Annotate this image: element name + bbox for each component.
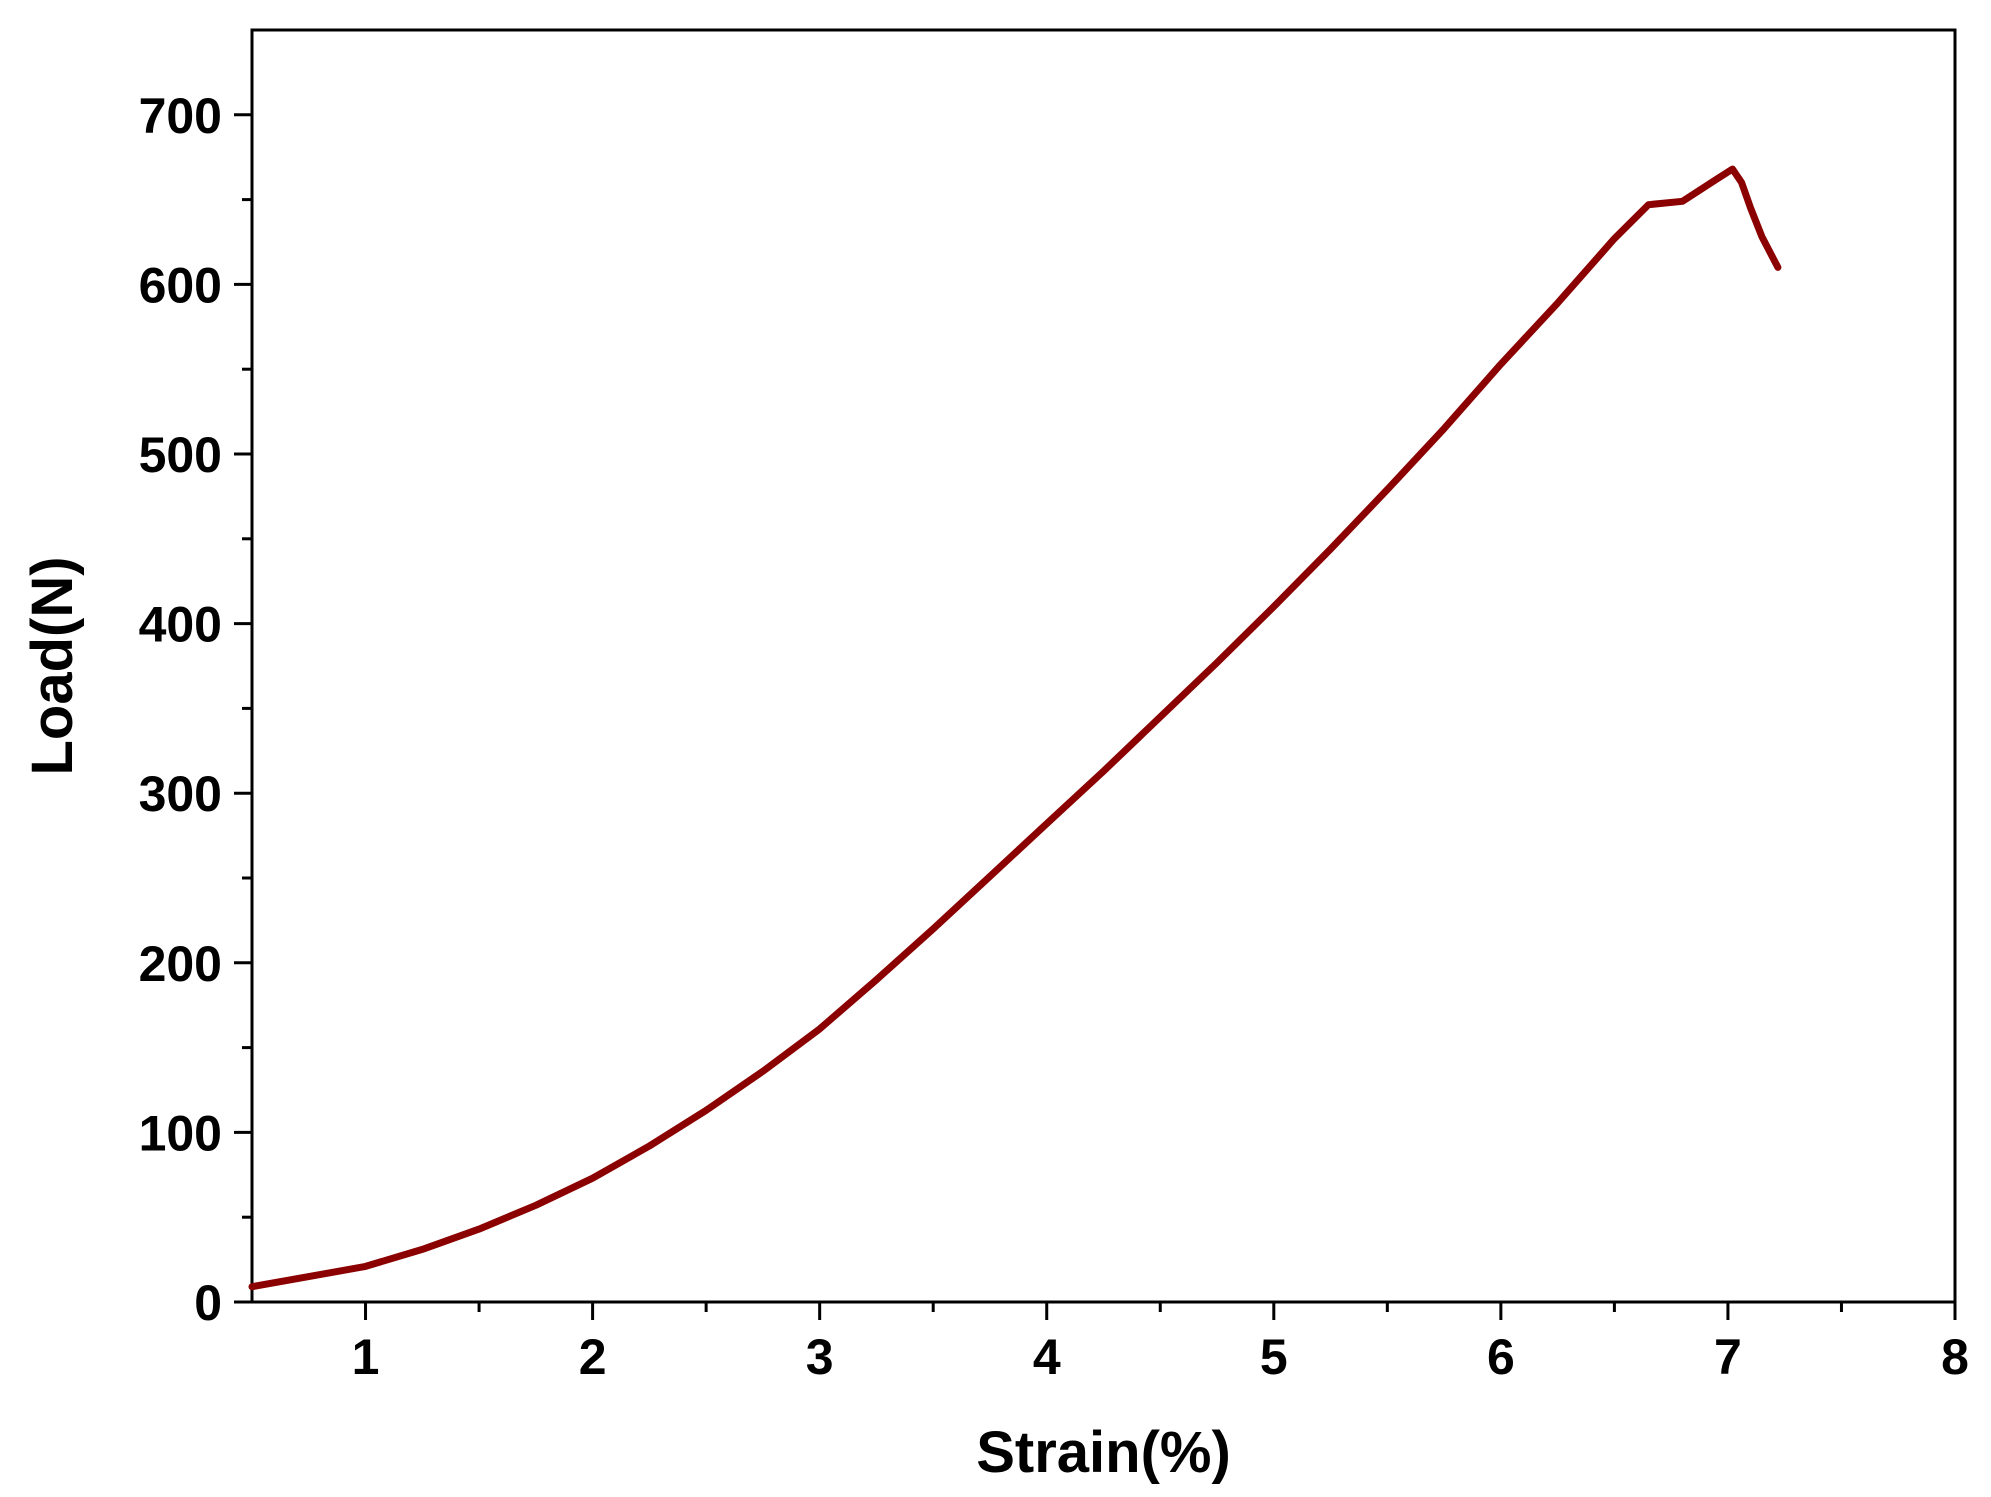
y-tick-label: 500 <box>139 427 222 483</box>
y-axis: 0 100 200 300 400 500 600 700 <box>139 88 252 1331</box>
series-line-0 <box>248 165 1782 1291</box>
x-axis-title: Strain(%) <box>976 1420 1231 1485</box>
x-tick-label: 2 <box>579 1329 607 1385</box>
x-tick-label: 6 <box>1487 1329 1515 1385</box>
y-tick-label: 200 <box>139 936 222 992</box>
y-tick-label: 600 <box>139 257 222 313</box>
y-tick-label: 700 <box>139 88 222 144</box>
x-tick-label: 5 <box>1260 1329 1288 1385</box>
y-tick-label: 0 <box>194 1275 222 1331</box>
x-axis: 1 2 3 4 5 6 7 8 <box>352 1302 1969 1385</box>
plot-border <box>250 28 1957 1304</box>
y-tick-label: 100 <box>139 1105 222 1161</box>
y-tick-label: 300 <box>139 766 222 822</box>
x-tick-label: 3 <box>806 1329 834 1385</box>
x-tick-label: 7 <box>1714 1329 1742 1385</box>
y-tick-label: 400 <box>139 597 222 653</box>
x-tick-label: 4 <box>1033 1329 1061 1385</box>
plot-frame <box>250 28 1957 1304</box>
y-axis-title: Load(N) <box>20 556 85 775</box>
series-layer <box>248 165 1782 1291</box>
x-tick-label: 1 <box>352 1329 380 1385</box>
x-tick-label: 8 <box>1941 1329 1969 1385</box>
